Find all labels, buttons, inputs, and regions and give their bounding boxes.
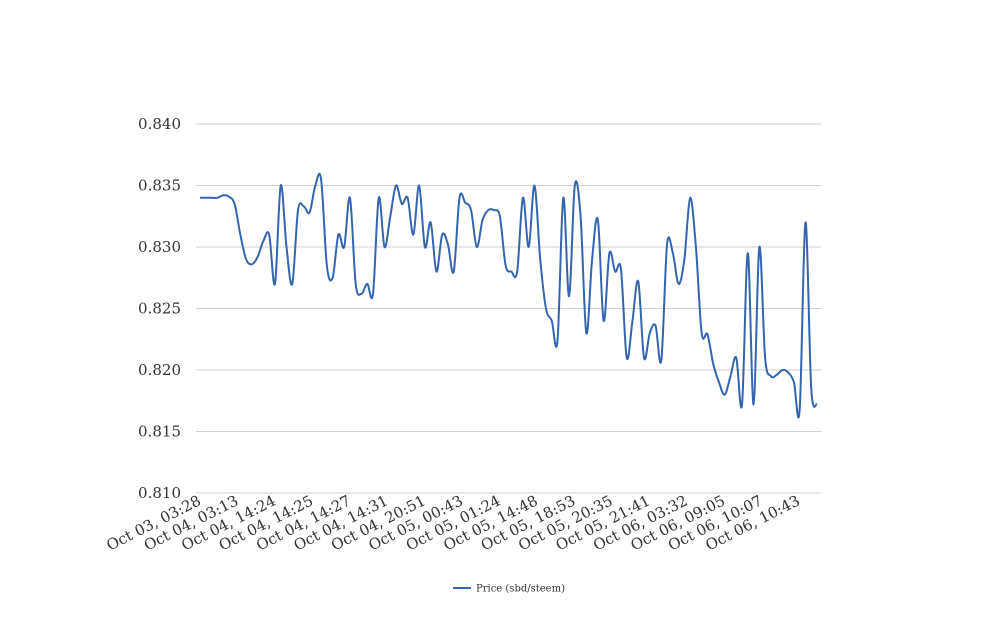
y-tick-label: 0.815 bbox=[138, 423, 181, 441]
y-tick-label: 0.825 bbox=[138, 300, 181, 318]
legend-label: Price (sbd/steem) bbox=[476, 584, 565, 595]
legend: Price (sbd/steem) bbox=[453, 584, 565, 595]
y-tick-label: 0.820 bbox=[138, 361, 181, 379]
y-tick-label: 0.840 bbox=[138, 115, 181, 133]
y-tick-label: 0.830 bbox=[138, 238, 181, 256]
y-tick-label: 0.835 bbox=[138, 177, 181, 195]
series-line-price bbox=[200, 172, 818, 419]
y-tick-label: 0.810 bbox=[138, 484, 181, 502]
series-layer bbox=[200, 172, 818, 419]
gridlines bbox=[196, 123, 821, 494]
y-axis-ticks: 0.810 0.815 0.820 0.825 0.830 0.835 0.840 bbox=[138, 115, 181, 502]
